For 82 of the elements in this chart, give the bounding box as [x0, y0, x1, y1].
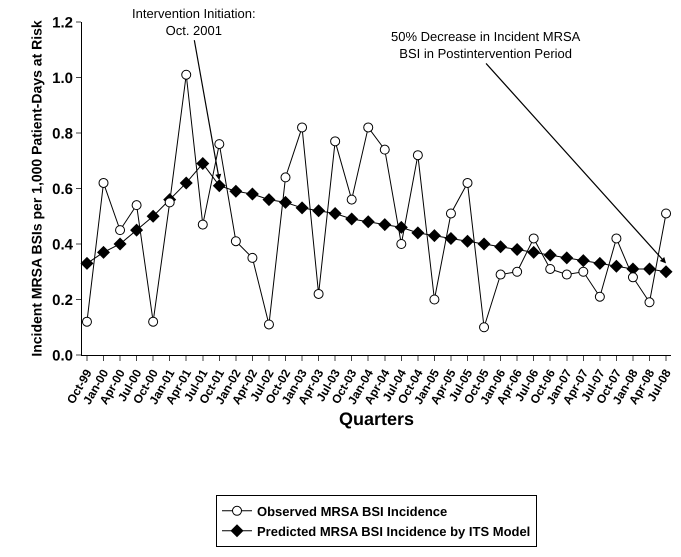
- x-axis-title: Quarters: [338, 408, 414, 429]
- legend-label: Observed MRSA BSI Incidence: [257, 504, 448, 519]
- point: [545, 264, 556, 274]
- point: [181, 70, 192, 80]
- point: [148, 316, 158, 327]
- point: [594, 292, 605, 302]
- point: [578, 266, 588, 277]
- point: [560, 251, 574, 264]
- point: [510, 243, 524, 256]
- point: [428, 229, 441, 242]
- point: [610, 260, 623, 273]
- y-tick-label: 0.8: [52, 125, 73, 142]
- point: [461, 234, 474, 248]
- point: [330, 136, 340, 146]
- point: [660, 265, 673, 278]
- point: [82, 316, 92, 327]
- point: [262, 193, 276, 206]
- point: [478, 238, 491, 250]
- point: [130, 224, 144, 237]
- point: [280, 172, 290, 182]
- point: [363, 122, 374, 132]
- point: [314, 288, 324, 299]
- point: [297, 122, 308, 132]
- y-tick-label: 0.4: [52, 236, 74, 254]
- point: [212, 179, 226, 192]
- point: [114, 238, 127, 250]
- point: [279, 196, 292, 209]
- y-tick-label: 0.6: [52, 180, 73, 198]
- point: [180, 176, 193, 190]
- point: [412, 150, 423, 160]
- point: [229, 184, 242, 198]
- point: [661, 208, 672, 218]
- point: [247, 252, 258, 263]
- point: [146, 210, 160, 223]
- point: [611, 233, 622, 244]
- point: [115, 225, 126, 236]
- point: [411, 226, 424, 240]
- point: [576, 254, 590, 268]
- point: [446, 208, 456, 218]
- point: [444, 232, 458, 245]
- y-axis-title: Incident MRSA BSIs per 1,000 Patient-Days at Risk: [28, 20, 45, 357]
- point: [544, 248, 557, 262]
- point: [214, 139, 224, 150]
- point: [328, 206, 342, 220]
- point: [593, 256, 606, 270]
- point: [132, 200, 142, 210]
- point: [164, 197, 175, 208]
- point: [264, 319, 274, 330]
- point: [644, 297, 654, 308]
- point: [429, 294, 440, 304]
- y-tick-label: 1.2: [52, 14, 73, 32]
- y-tick-label: 0.0: [52, 347, 73, 364]
- point: [378, 218, 392, 232]
- annotation: Intervention Initiation: Oct. 2001: [132, 6, 256, 38]
- point: [198, 220, 208, 230]
- annotation: 50% Decrease in Incident MRSA BSI in Postintervention Period: [391, 29, 581, 61]
- point: [312, 204, 326, 218]
- point: [296, 201, 309, 214]
- point: [562, 270, 572, 280]
- legend-label: Predicted MRSA BSI Incidence by ITS Model: [257, 524, 530, 539]
- point: [97, 246, 110, 259]
- point: [196, 157, 210, 170]
- point: [98, 178, 109, 188]
- point: [496, 270, 506, 280]
- point: [380, 144, 390, 155]
- point: [512, 266, 522, 277]
- point: [479, 322, 490, 332]
- point: [345, 212, 358, 226]
- point: [628, 272, 638, 282]
- point: [246, 188, 259, 201]
- point: [230, 236, 241, 246]
- point: [462, 178, 472, 188]
- point: [80, 256, 94, 270]
- y-tick-label: 1.0: [52, 70, 73, 87]
- point: [642, 262, 656, 276]
- point: [494, 240, 508, 254]
- point: [396, 239, 406, 249]
- point: [527, 246, 540, 259]
- point: [346, 194, 357, 205]
- y-tick-label: 0.2: [52, 292, 73, 309]
- point: [362, 215, 375, 228]
- point: [528, 233, 539, 244]
